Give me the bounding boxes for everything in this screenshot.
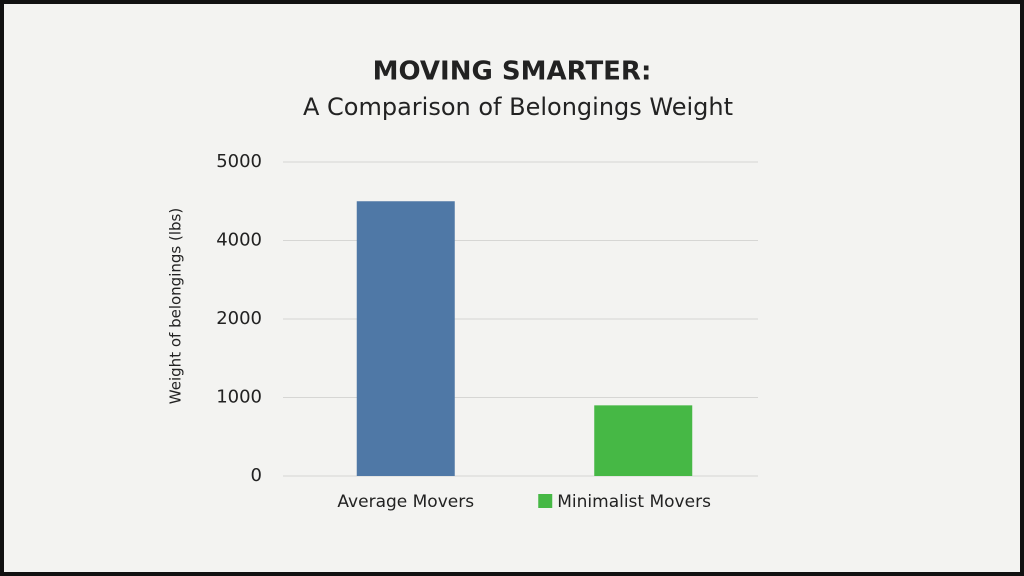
x-tick-label: Minimalist Movers — [557, 492, 711, 512]
y-tick-label: 5000 — [216, 151, 262, 172]
y-axis-label: Weight of belongings (lbs) — [167, 208, 185, 404]
y-tick-label: 2000 — [216, 308, 262, 329]
bar — [594, 405, 693, 476]
y-tick-label: 0 — [251, 465, 262, 486]
y-tick-label: 1000 — [216, 387, 262, 408]
bar — [356, 201, 455, 476]
y-tick-label: 4000 — [216, 230, 262, 251]
chart-subtitle: A Comparison of Belongings Weight — [303, 93, 733, 121]
legend-swatch — [538, 494, 553, 508]
chart-title: MOVING SMARTER: — [373, 57, 652, 87]
x-tick-label: Average Movers — [337, 492, 474, 512]
